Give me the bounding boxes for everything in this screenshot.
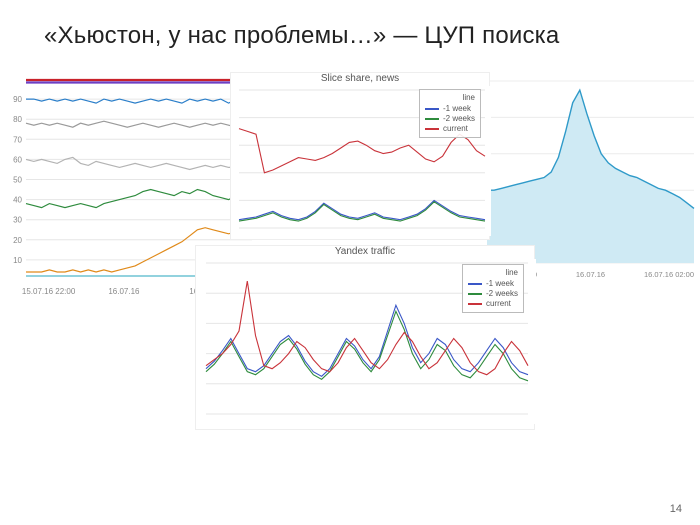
- svg-text:16.07.16: 16.07.16: [108, 287, 140, 296]
- svg-text:60: 60: [13, 155, 22, 164]
- slide-title: «Хьюстон, у нас проблемы…» — ЦУП поиска: [0, 0, 700, 50]
- chart-bottom-panel: Yandex traffic line -1 week -2 weeks cur…: [195, 245, 535, 430]
- svg-text:70: 70: [13, 135, 22, 144]
- svg-text:16.07.16 02:00: 16.07.16 02:00: [644, 270, 694, 279]
- legend-swatch: [468, 293, 482, 295]
- svg-text:16.07.16: 16.07.16: [576, 270, 605, 279]
- svg-text:40: 40: [13, 196, 22, 205]
- legend-row: -2 weeks: [468, 289, 518, 298]
- legend-row: -1 week: [425, 104, 475, 113]
- legend-label: -1 week: [486, 279, 514, 288]
- legend-swatch: [468, 303, 482, 305]
- legend-swatch: [425, 128, 439, 130]
- chart-top-legend: line -1 week -2 weeks current: [419, 89, 481, 138]
- legend-label: -1 week: [443, 104, 471, 113]
- legend-label: -2 weeks: [486, 289, 518, 298]
- svg-text:20: 20: [13, 236, 22, 245]
- legend-label: current: [486, 299, 511, 308]
- legend-row: current: [468, 299, 518, 308]
- svg-text:80: 80: [13, 115, 22, 124]
- svg-text:90: 90: [13, 95, 22, 104]
- chart-top-title: Slice share, news: [231, 73, 489, 86]
- chart-bottom-title: Yandex traffic: [196, 246, 534, 259]
- legend-row: current: [425, 124, 475, 133]
- chart-top-panel: Slice share, news line -1 week -2 weeks …: [230, 72, 490, 240]
- legend-label: current: [443, 124, 468, 133]
- svg-text:10: 10: [13, 256, 22, 265]
- svg-text:50: 50: [13, 176, 22, 185]
- legend-title: line: [468, 268, 518, 278]
- legend-row: -1 week: [468, 279, 518, 288]
- legend-label: -2 weeks: [443, 114, 475, 123]
- svg-text:30: 30: [13, 216, 22, 225]
- chart-bottom-legend: line -1 week -2 weeks current: [462, 264, 524, 313]
- legend-swatch: [425, 118, 439, 120]
- legend-row: -2 weeks: [425, 114, 475, 123]
- legend-swatch: [425, 108, 439, 110]
- legend-title: line: [425, 93, 475, 103]
- svg-text:15.07.16 22:00: 15.07.16 22:00: [22, 287, 76, 296]
- legend-swatch: [468, 283, 482, 285]
- page-number: 14: [670, 503, 682, 515]
